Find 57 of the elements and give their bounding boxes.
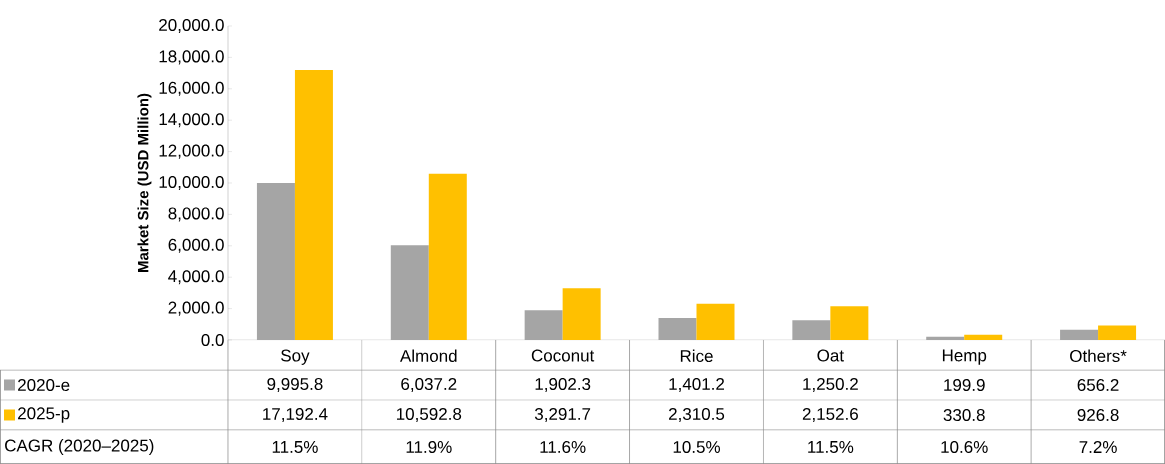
bar	[256, 183, 295, 340]
bar	[294, 70, 333, 340]
text: 10.6%	[941, 440, 988, 454]
x-tick-label: Hemp	[942, 349, 987, 365]
bar	[390, 245, 429, 340]
bar	[926, 336, 965, 340]
data-label: 6,037.2	[401, 377, 457, 393]
data-label: 9,995.8	[267, 377, 323, 393]
data-label: 926.8	[1077, 408, 1119, 422]
data-label: 1,902.3	[535, 377, 591, 393]
x-tick-label: Others*	[1070, 349, 1127, 363]
y-tick-label: 14,000.0	[159, 113, 224, 128]
text: 10.5%	[673, 440, 720, 454]
text: 11.6%	[540, 440, 586, 454]
text: 7.2%	[1079, 441, 1117, 453]
y-tick-label: 18,000.0	[159, 50, 224, 65]
x-tick-label: Soy	[281, 349, 310, 365]
x-tick-label: Coconut	[531, 349, 595, 362]
y-tick-label: 12,000.0	[159, 144, 224, 159]
x-tick-label: Rice	[680, 349, 713, 363]
data-label: 10,592.8	[397, 407, 462, 423]
y-axis-title: Market Size (USD Million)	[137, 93, 152, 273]
y-tick-label: 16,000.0	[159, 81, 224, 96]
x-tick-label: Almond	[400, 349, 457, 363]
data-label: 1,250.2	[803, 377, 858, 393]
bar	[658, 318, 697, 340]
bar	[1098, 325, 1137, 340]
data-label: 2,310.5	[669, 407, 725, 423]
legend-label: 2025-p	[18, 407, 70, 423]
data-label: 656.2	[1077, 378, 1119, 392]
data-label: 199.9	[944, 378, 985, 392]
y-tick-label: 0.0	[201, 333, 224, 347]
text: CAGR (2020–2025)	[5, 439, 154, 455]
text: 11.9%	[406, 440, 452, 454]
y-tick-label: 4,000.0	[168, 270, 224, 285]
bar	[562, 288, 601, 340]
y-tick-label: 6,000.0	[168, 238, 224, 253]
y-tick-label: 8,000.0	[168, 207, 224, 222]
bar	[1060, 329, 1099, 340]
data-label: 330.8	[943, 408, 985, 422]
data-label: 3,291.7	[534, 407, 591, 423]
bar	[964, 334, 1003, 340]
x-tick-label: Oat	[817, 349, 844, 362]
data-label: 17,192.4	[263, 407, 328, 423]
text: 11.5%	[808, 441, 854, 453]
y-tick-label: 10,000.0	[159, 175, 224, 191]
bar	[524, 310, 563, 340]
data-label: 1,401.2	[669, 377, 724, 393]
bar	[696, 303, 735, 340]
bar	[792, 320, 831, 340]
text: 11.5%	[272, 441, 318, 453]
bar	[830, 306, 869, 340]
data-label: 2,152.6	[802, 407, 858, 423]
y-tick-label: 2,000.0	[168, 301, 224, 316]
y-tick-label: 20,000.0	[159, 18, 224, 34]
legend-label: 2020-e	[18, 378, 70, 392]
bar	[428, 173, 467, 340]
